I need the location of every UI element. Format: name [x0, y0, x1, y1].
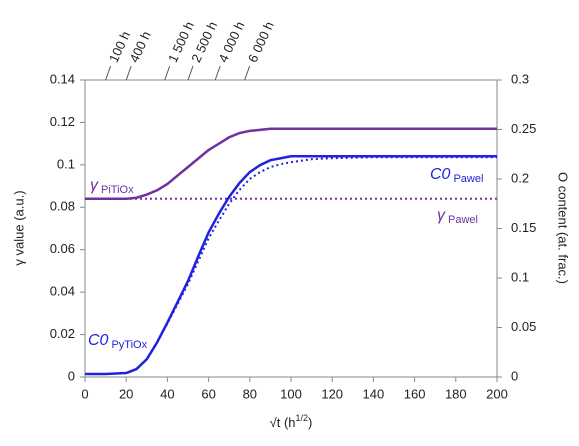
- y-axis-label: γ value (a.u.): [11, 190, 26, 265]
- x-tick-label: 0: [81, 386, 88, 401]
- top-tick: [244, 65, 251, 81]
- y-tick-label: 0.12: [50, 114, 75, 129]
- top-tick: [105, 65, 112, 81]
- annotation-symbol: C0: [430, 166, 451, 183]
- annotation-subscript: PyTiOx: [111, 339, 147, 351]
- annotation-symbol: γ: [437, 207, 446, 224]
- y2-tick-label: 0.15: [511, 220, 536, 235]
- y2-tick-label: 0: [511, 368, 518, 383]
- x-tick-label: 40: [160, 386, 174, 401]
- x-tick-label: 80: [243, 386, 257, 401]
- y2-tick-label: 0.3: [511, 71, 529, 86]
- annotation: C0 Pawel: [430, 166, 483, 185]
- annotation: γ PiTiOx: [90, 177, 134, 196]
- x-axis-label: √t (h1/2): [270, 413, 313, 430]
- top-tick: [164, 65, 171, 81]
- x-tick-label: 180: [445, 386, 467, 401]
- y2-tick-label: 0.25: [511, 121, 536, 136]
- x-tick-label: 160: [404, 386, 426, 401]
- y2-tick-label: 0.2: [511, 170, 529, 185]
- x-label-close: ): [308, 415, 312, 430]
- top-tick: [187, 65, 194, 81]
- top-tick: [214, 65, 221, 81]
- x-tick-label: 100: [280, 386, 302, 401]
- x-tick-label: 140: [363, 386, 385, 401]
- series-line: [85, 127, 497, 201]
- annotation-subscript: PiTiOx: [101, 184, 134, 196]
- y-tick-label: 0.1: [57, 156, 75, 171]
- annotation-symbol: γ: [90, 177, 99, 194]
- y-tick-label: 0.04: [50, 284, 75, 299]
- y-tick-label: 0: [68, 368, 75, 383]
- top-tick-label: 6 000 h: [245, 19, 277, 65]
- x-tick-label: 20: [119, 386, 133, 401]
- y-tick-label: 0.08: [50, 199, 75, 214]
- x-tick-label: 200: [486, 386, 508, 401]
- annotation-subscript: Pawel: [453, 173, 483, 185]
- annotation: C0 PyTiOx: [88, 332, 148, 351]
- x-tick-label: 60: [201, 386, 215, 401]
- y-tick-label: 0.02: [50, 326, 75, 341]
- y2-axis-label: O content (at. frac.): [556, 172, 571, 284]
- y-tick-label: 0.06: [50, 241, 75, 256]
- y-tick-label: 0.14: [50, 71, 75, 86]
- x-label-sup: 1/2: [296, 413, 309, 423]
- plot-frame: [84, 79, 498, 378]
- annotation-symbol: C0: [88, 332, 109, 349]
- y2-tick-label: 0.1: [511, 269, 529, 284]
- x-tick-label: 120: [321, 386, 343, 401]
- top-tick: [125, 65, 132, 81]
- y2-tick-label: 0.05: [511, 319, 536, 334]
- annotation: γ Pawel: [437, 207, 478, 226]
- annotation-subscript: Pawel: [448, 214, 478, 226]
- x-label-main: √t (h: [270, 415, 296, 430]
- series-line: [85, 156, 497, 376]
- top-tick-label: 4 000 h: [215, 19, 247, 65]
